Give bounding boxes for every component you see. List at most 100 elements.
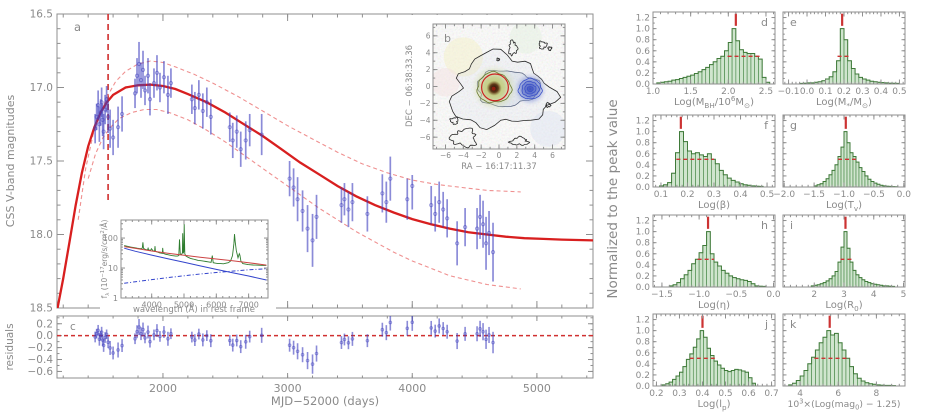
svg-text:2000: 2000 xyxy=(149,382,177,395)
svg-text:0.2: 0.2 xyxy=(649,389,663,399)
svg-text:0.0: 0.0 xyxy=(636,80,651,90)
svg-text:−6: −6 xyxy=(419,133,430,142)
residuals-panel: 0.20.0−0.2−0.4−0.6 2000 3000 4000 5000 xyxy=(28,315,594,395)
svg-text:0.1: 0.1 xyxy=(654,190,668,200)
svg-text:0.4: 0.4 xyxy=(695,389,710,399)
svg-text:7000: 7000 xyxy=(238,301,258,310)
svg-text:Log(η): Log(η) xyxy=(698,300,730,311)
svg-text:0.4: 0.4 xyxy=(874,87,889,97)
svg-text:1.0: 1.0 xyxy=(646,87,661,97)
svg-text:0.8: 0.8 xyxy=(636,239,651,249)
svg-text:5000: 5000 xyxy=(174,301,194,310)
histogram-panel-i: 2 3 4 5 Log(R0) i xyxy=(782,214,906,313)
histogram-panel-d: 1.0 1.5 2.0 2.50.00.20.40.60.81.01.2Log(MBH… xyxy=(636,11,776,110)
svg-text:0.0: 0.0 xyxy=(766,290,781,300)
svg-text:k: k xyxy=(790,318,797,331)
svg-text:0: 0 xyxy=(497,151,502,160)
svg-text:0.3: 0.3 xyxy=(855,87,869,97)
svg-text:0.0: 0.0 xyxy=(36,330,53,342)
svg-text:Log(lp): Log(lp) xyxy=(697,399,730,412)
panel-letter-b: b xyxy=(444,32,451,45)
svg-text:0.8: 0.8 xyxy=(636,338,651,348)
svg-text:0.2: 0.2 xyxy=(36,318,53,330)
svg-text:1.2: 1.2 xyxy=(636,316,650,326)
svg-text:−1.5: −1.5 xyxy=(803,190,825,200)
shared-xlabel: MJD−52000 (days) xyxy=(271,394,379,408)
svg-text:d: d xyxy=(761,16,768,29)
spectrum-inset: 1 10 100 4000 5000 6000 7000 fλ (10−17erg/s/cm2… xyxy=(100,203,276,314)
svg-text:Log(R0): Log(R0) xyxy=(825,300,862,313)
panel-letter-c: c xyxy=(70,321,76,333)
svg-text:1.5: 1.5 xyxy=(683,87,697,97)
svg-text:0.4: 0.4 xyxy=(636,58,651,68)
svg-text:−1.0: −1.0 xyxy=(833,190,855,200)
svg-text:−0.5: −0.5 xyxy=(863,190,885,200)
svg-text:4000: 4000 xyxy=(398,382,426,395)
svg-text:1.0: 1.0 xyxy=(636,128,651,138)
svg-text:0.1: 0.1 xyxy=(818,87,832,97)
svg-text:18.0: 18.0 xyxy=(30,229,53,241)
histogram-panel-j: 0.2 0.3 0.4 0.5 0.6 0.70.00.20.40.60.81.01.2L… xyxy=(636,313,779,412)
svg-text:h: h xyxy=(761,219,768,232)
svg-text:0.6: 0.6 xyxy=(636,250,651,260)
svg-text:0.4: 0.4 xyxy=(636,161,651,171)
lightcurve-panel: 16.5 17.0 17.5 18.0 18.5 xyxy=(30,9,594,315)
svg-text:103×(Log(mag0) − 1.25): 103×(Log(mag0) − 1.25) xyxy=(787,398,900,412)
svg-text:4: 4 xyxy=(532,151,537,160)
svg-text:4: 4 xyxy=(426,48,431,57)
svg-text:0.7: 0.7 xyxy=(764,389,778,399)
svg-text:0.6: 0.6 xyxy=(741,389,756,399)
histogram-panel-g: −2.0 −1.5 −1.0 −0.5 0.0 Log(Tv) g xyxy=(773,114,912,213)
svg-text:e: e xyxy=(790,16,797,29)
svg-text:0: 0 xyxy=(426,82,431,91)
svg-text:−0.5: −0.5 xyxy=(725,290,747,300)
svg-text:−4: −4 xyxy=(458,151,469,160)
svg-text:1.2: 1.2 xyxy=(636,117,650,127)
svg-text:0.3: 0.3 xyxy=(707,190,721,200)
histogram-panel-f: 0.1 0.2 0.3 0.4 0.50.00.20.40.60.81.01.2Log(… xyxy=(636,114,776,211)
svg-text:16.5: 16.5 xyxy=(30,9,53,21)
posterior-histograms: 1.0 1.5 2.0 2.50.00.20.40.60.81.01.2Log(MBH… xyxy=(636,11,912,412)
galaxy-inset: −6 −6 −4 −4 −2 −2 0 0 2 2 4 4 6 6 xyxy=(404,15,574,175)
galaxy-xlabel: RA − 16:17:11.37 xyxy=(461,162,537,172)
svg-text:Log(MBH/106M⊙): Log(MBH/106M⊙) xyxy=(674,94,754,110)
svg-text:2.5: 2.5 xyxy=(759,87,773,97)
svg-text:0.2: 0.2 xyxy=(636,69,650,79)
svg-text:0.6: 0.6 xyxy=(636,47,651,57)
svg-text:−1.5: −1.5 xyxy=(651,290,673,300)
svg-text:0.6: 0.6 xyxy=(636,150,651,160)
svg-text:−4: −4 xyxy=(419,116,430,125)
svg-text:0.0: 0.0 xyxy=(636,382,651,392)
svg-text:−1.0: −1.0 xyxy=(688,290,710,300)
svg-text:−2.0: −2.0 xyxy=(773,190,795,200)
svg-text:−0.6: −0.6 xyxy=(28,366,54,378)
svg-text:1.0: 1.0 xyxy=(636,25,651,35)
svg-text:−0.4: −0.4 xyxy=(28,354,54,366)
histograms-shared-ylabel: Normalized to the peak value xyxy=(605,99,621,298)
svg-text:2: 2 xyxy=(811,290,817,300)
svg-text:1.2: 1.2 xyxy=(636,14,650,24)
svg-text:6000: 6000 xyxy=(206,301,226,310)
svg-text:Log(Tv): Log(Tv) xyxy=(826,200,862,213)
svg-text:fλ (10−17erg/s/cm2/Å): fλ (10−17erg/s/cm2/Å) xyxy=(100,220,111,299)
svg-text:0.4: 0.4 xyxy=(733,190,748,200)
svg-text:0.0: 0.0 xyxy=(636,283,651,293)
spectrum-xlabel: wavelength (Å) in rest frame xyxy=(133,303,255,315)
svg-text:1.2: 1.2 xyxy=(636,217,650,227)
svg-text:0.2: 0.2 xyxy=(636,172,650,182)
svg-text:f: f xyxy=(764,119,769,132)
svg-text:0.2: 0.2 xyxy=(837,87,851,97)
histogram-panel-h: −1.5 −1.0 −0.5 0.00.00.20.40.60.81.01.2Log(… xyxy=(636,214,781,311)
svg-text:4: 4 xyxy=(871,290,877,300)
svg-text:2.0: 2.0 xyxy=(721,87,736,97)
svg-text:0.2: 0.2 xyxy=(636,272,650,282)
svg-text:i: i xyxy=(790,219,793,232)
svg-text:17.5: 17.5 xyxy=(30,156,53,168)
svg-text:−2: −2 xyxy=(419,99,430,108)
svg-text:j: j xyxy=(764,318,768,331)
svg-text:0.0: 0.0 xyxy=(897,190,912,200)
svg-text:17.0: 17.0 xyxy=(30,82,53,94)
svg-text:0.4: 0.4 xyxy=(636,360,651,370)
